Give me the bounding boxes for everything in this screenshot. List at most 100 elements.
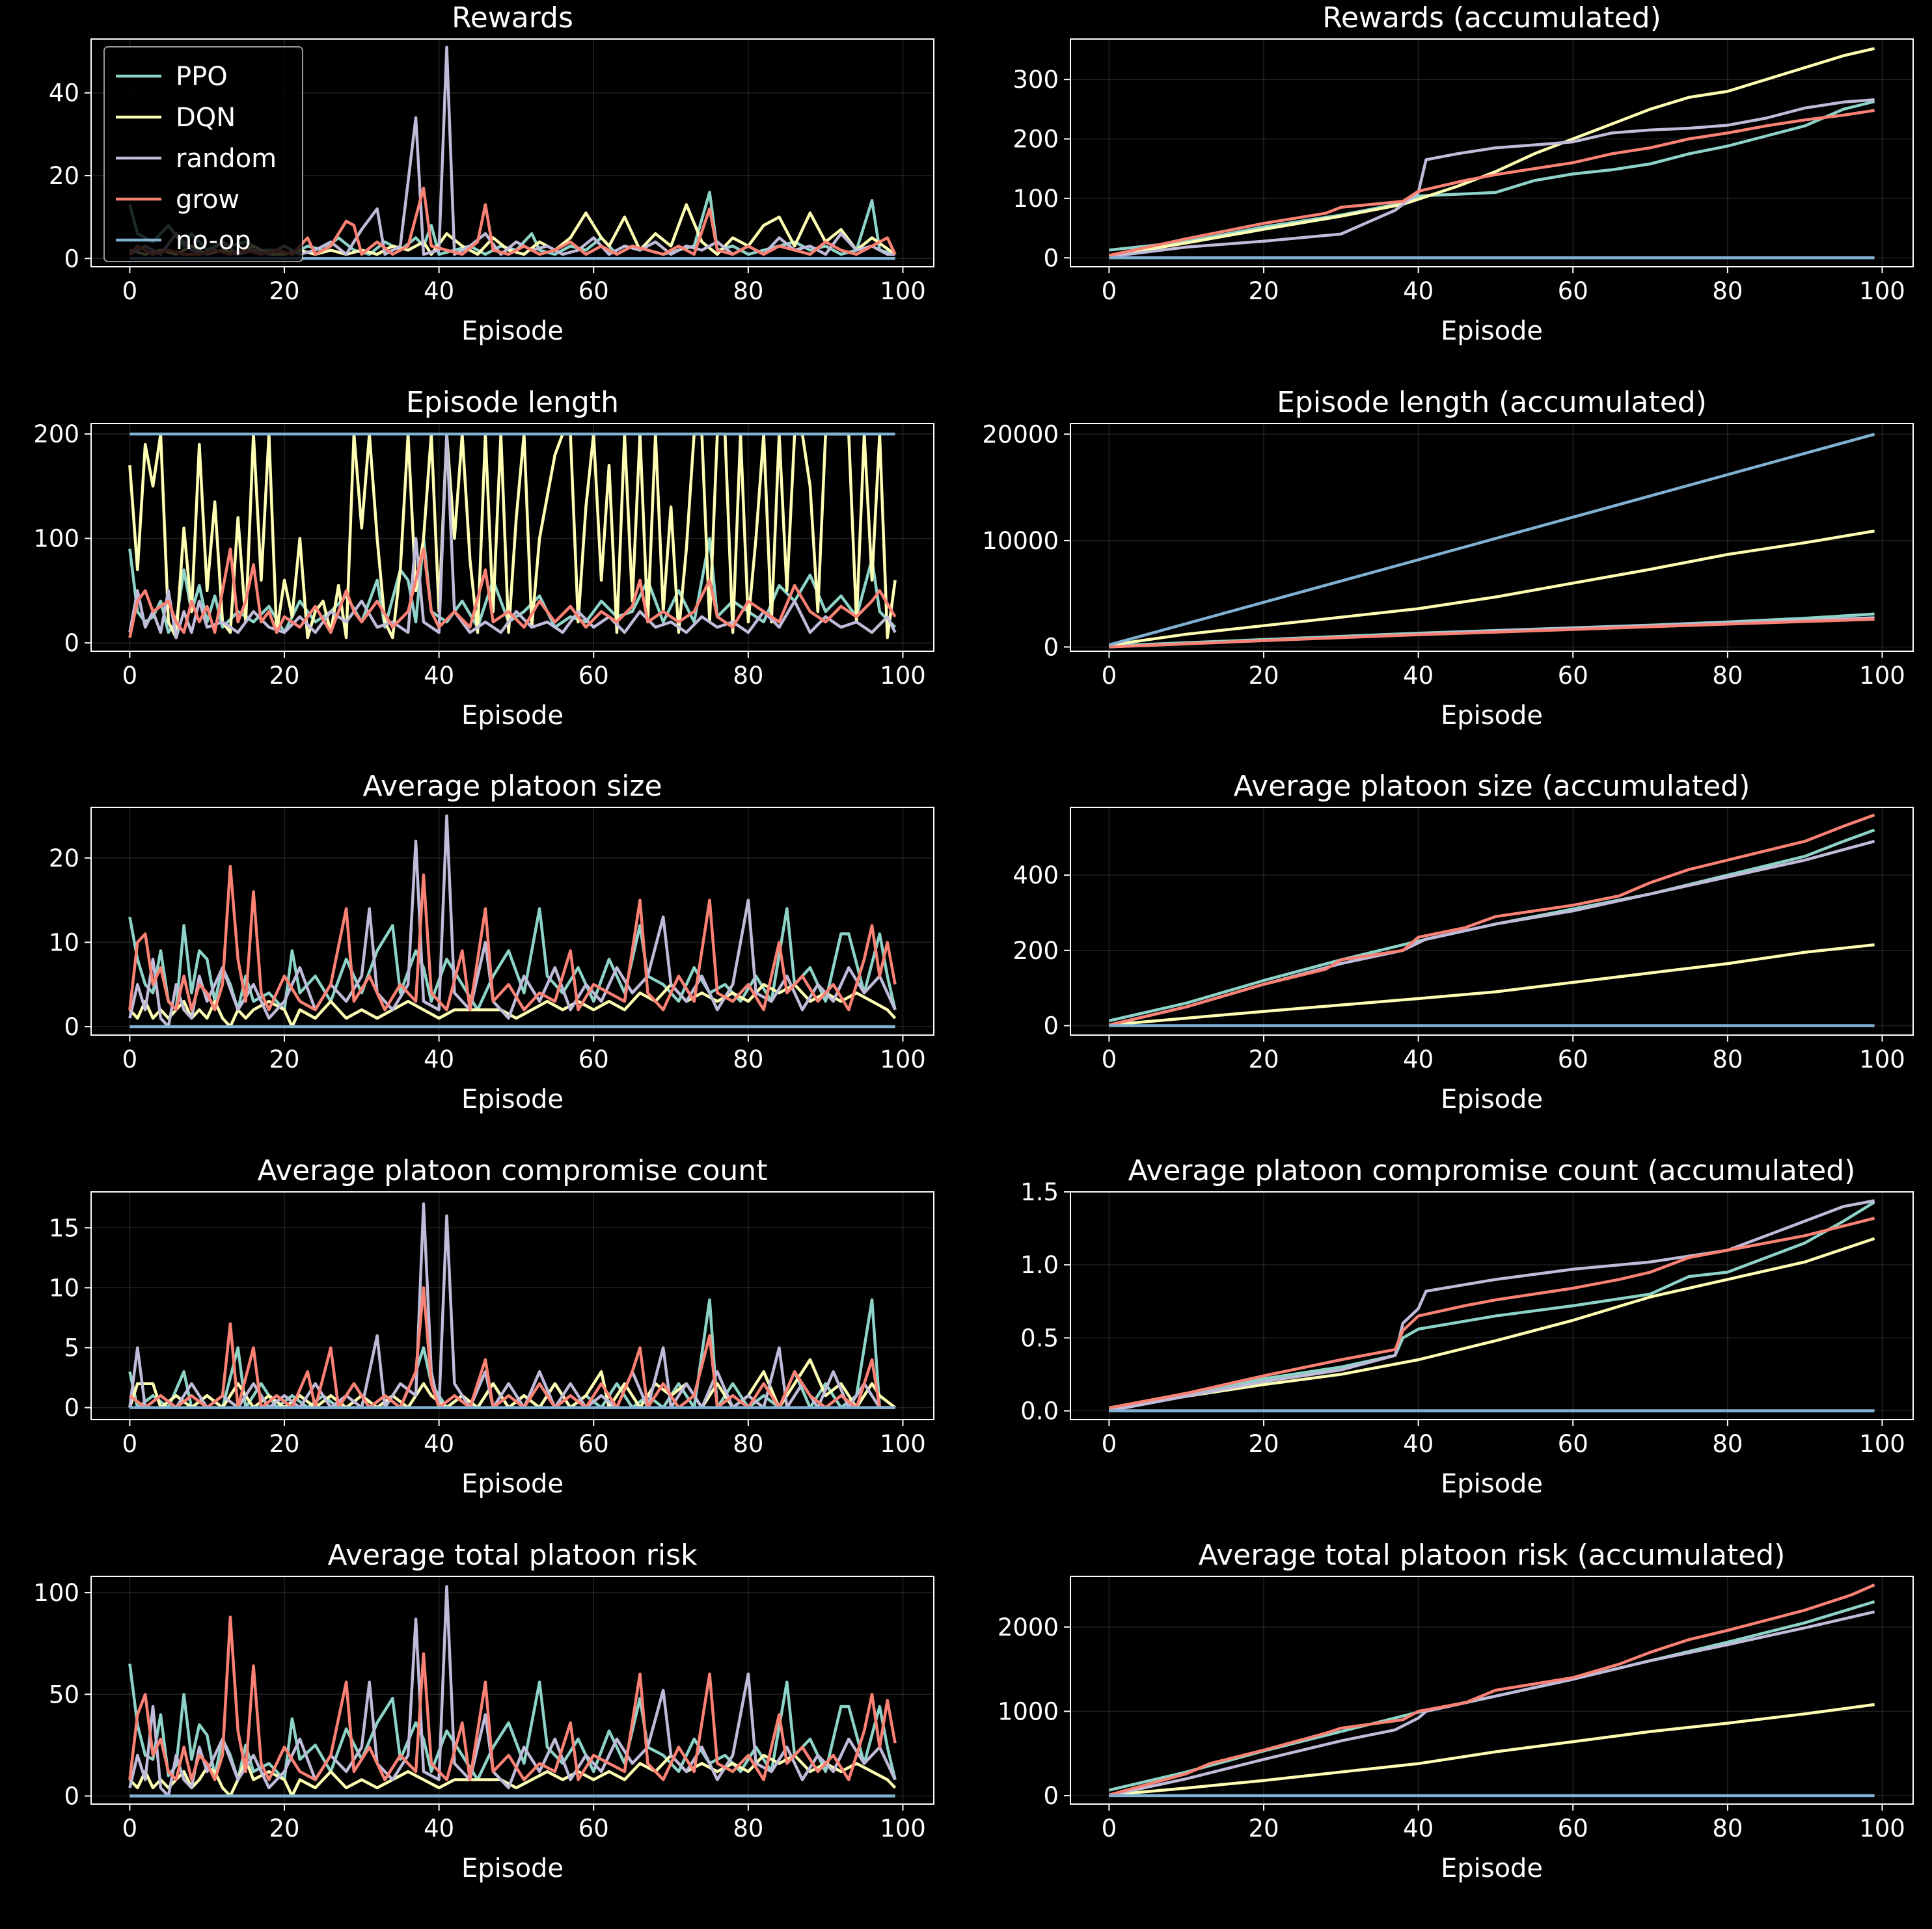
x-tick-label: 0 xyxy=(1102,1430,1117,1458)
series-line-grow xyxy=(1108,1583,1875,1797)
x-axis-label: Episode xyxy=(1441,1854,1543,1883)
y-tick-label: 20 xyxy=(49,162,79,190)
y-tick-label: 50 xyxy=(49,1680,79,1708)
x-axis-label: Episode xyxy=(1441,701,1543,731)
x-tick-label: 100 xyxy=(1859,277,1905,305)
legend-label-ppo: PPO xyxy=(176,62,228,92)
x-axis-label: Episode xyxy=(1441,1469,1543,1499)
x-axis-label: Episode xyxy=(1441,1085,1543,1114)
series-line-grow xyxy=(128,547,897,638)
series-line-random xyxy=(1108,1199,1875,1412)
y-tick-label: 200 xyxy=(1013,937,1059,965)
y-tick-label: 0.5 xyxy=(1020,1324,1059,1352)
chart-panel-4: Episode length (accumulated) 0 20 40 60 80 100… xyxy=(982,386,1914,731)
y-tick-label: 0 xyxy=(64,245,79,273)
legend: PPO DQN random grow no-op xyxy=(103,46,303,262)
x-tick-label: 100 xyxy=(1859,1430,1905,1458)
plot-frame xyxy=(1070,423,1914,652)
x-tick-label: 80 xyxy=(733,662,763,690)
chart-title: Average platoon size xyxy=(362,770,662,803)
x-tick-label: 40 xyxy=(424,1814,454,1842)
x-tick-label: 60 xyxy=(578,662,609,690)
x-tick-label: 80 xyxy=(733,1045,763,1073)
x-tick-label: 0 xyxy=(1102,1045,1117,1073)
plot-frame xyxy=(90,38,934,267)
x-tick-label: 80 xyxy=(733,1814,763,1842)
x-tick-label: 40 xyxy=(1403,1045,1434,1073)
chart-panel-9: Average total platoon risk 0 20 40 60 80 100 0 5… xyxy=(33,1539,934,1883)
y-tick-label: 10 xyxy=(49,928,79,956)
series-line-grow xyxy=(1108,109,1875,257)
x-tick-label: 80 xyxy=(1712,277,1743,305)
x-tick-label: 80 xyxy=(1712,1814,1743,1842)
y-tick-label: 0 xyxy=(64,629,79,657)
x-tick-label: 20 xyxy=(1248,1430,1279,1458)
chart-panel-5: Average platoon size 0 20 40 60 80 100 0 10 20 Epi… xyxy=(49,770,934,1114)
series-line-dqn xyxy=(1109,47,1875,258)
x-tick-label: 40 xyxy=(1403,1814,1434,1842)
y-tick-label: 0 xyxy=(1043,244,1059,272)
x-tick-label: 80 xyxy=(733,1430,763,1458)
plot-frame xyxy=(90,1191,934,1420)
x-tick-label: 0 xyxy=(1102,1814,1117,1842)
x-axis-label: Episode xyxy=(461,1854,564,1883)
y-tick-label: 200 xyxy=(33,420,79,448)
x-tick-label: 100 xyxy=(880,1430,926,1458)
chart-title: Average platoon compromise count xyxy=(258,1154,768,1187)
chart-title: Average total platoon risk (accumulated) xyxy=(1199,1539,1786,1572)
x-tick-label: 60 xyxy=(1558,1045,1588,1073)
x-tick-label: 100 xyxy=(1859,662,1905,690)
x-tick-label: 80 xyxy=(733,277,763,305)
x-tick-label: 40 xyxy=(424,1430,454,1458)
y-tick-label: 0.0 xyxy=(1020,1397,1059,1425)
series-line-grow xyxy=(1108,1217,1875,1410)
y-tick-label: 0 xyxy=(64,1013,79,1041)
x-tick-label: 60 xyxy=(1558,662,1588,690)
y-tick-label: 100 xyxy=(33,525,79,553)
plot-frame xyxy=(1070,1191,1914,1420)
y-tick-label: 20000 xyxy=(982,420,1059,448)
x-tick-label: 20 xyxy=(269,1430,299,1458)
series-line-random xyxy=(1109,98,1875,258)
x-tick-label: 40 xyxy=(424,277,454,305)
plot-frame xyxy=(90,807,934,1036)
plot-frame xyxy=(1070,38,1914,267)
series-line-dqn xyxy=(128,982,897,1029)
x-tick-label: 20 xyxy=(269,1045,299,1073)
y-tick-label: 0 xyxy=(64,1394,79,1422)
x-tick-label: 40 xyxy=(424,662,454,690)
x-tick-label: 100 xyxy=(1859,1045,1905,1073)
series-line-ppo xyxy=(1108,1200,1875,1410)
x-tick-label: 60 xyxy=(578,1045,609,1073)
x-tick-label: 20 xyxy=(269,277,299,305)
series-line-grow xyxy=(128,1615,897,1781)
x-tick-label: 0 xyxy=(122,1045,138,1073)
chart-title: Average total platoon risk xyxy=(327,1539,698,1572)
x-tick-label: 0 xyxy=(122,1814,138,1842)
x-tick-label: 60 xyxy=(1558,277,1588,305)
y-tick-label: 0 xyxy=(64,1783,79,1811)
y-tick-label: 0 xyxy=(1043,1782,1059,1810)
x-axis-label: Episode xyxy=(461,1469,564,1499)
x-tick-label: 0 xyxy=(122,1430,138,1458)
chart-panel-3: Episode length 0 20 40 60 80 100 0 100 200 Episode xyxy=(33,386,934,731)
series-line-dqn xyxy=(1109,1703,1875,1797)
series-line-grow xyxy=(128,865,897,1012)
y-tick-label: 200 xyxy=(1013,126,1059,154)
chart-title: Average platoon size (accumulated) xyxy=(1234,770,1750,803)
x-tick-label: 40 xyxy=(1403,277,1434,305)
series-line-random xyxy=(128,814,897,1029)
x-tick-label: 20 xyxy=(269,662,299,690)
plot-frame xyxy=(90,1576,934,1805)
x-tick-label: 40 xyxy=(1403,662,1434,690)
series-line-ppo xyxy=(1109,100,1875,252)
x-axis-label: Episode xyxy=(461,701,564,731)
chart-panel-7: Average platoon compromise count 0 20 40 60 8… xyxy=(49,1154,934,1499)
x-tick-label: 60 xyxy=(578,277,609,305)
chart-panel-8: Average platoon compromise count (accumu… xyxy=(1020,1154,1914,1499)
x-tick-label: 60 xyxy=(578,1814,609,1842)
x-tick-label: 60 xyxy=(578,1430,609,1458)
plot-frame xyxy=(90,423,934,652)
x-tick-label: 20 xyxy=(1248,662,1279,690)
